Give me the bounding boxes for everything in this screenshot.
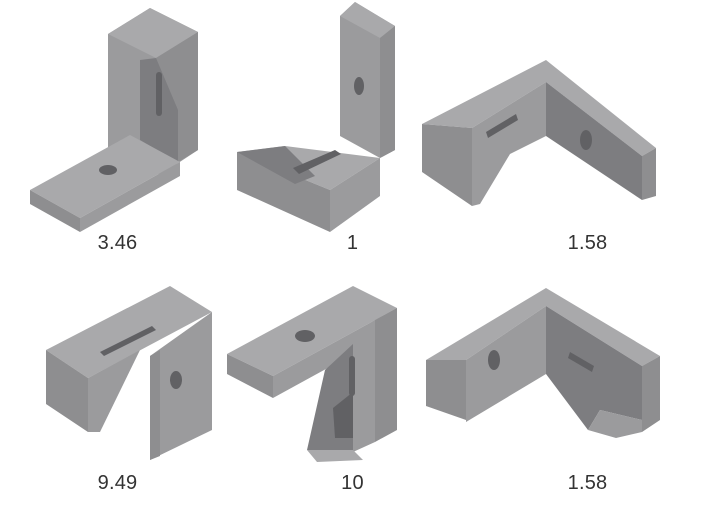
grid-item-5: 10 xyxy=(227,260,470,520)
score-label: 1.58 xyxy=(567,232,608,254)
bracket-gusset-pocket-icon xyxy=(227,286,397,462)
score-label: 10 xyxy=(341,472,364,494)
bracket-slotted-top-gusset-icon xyxy=(46,286,212,460)
l-bracket-slotted-upright-icon xyxy=(30,8,198,232)
angle-bracket-slot-left-icon xyxy=(422,60,656,206)
grid-item-3: 1.58 xyxy=(422,0,705,260)
score-label: 9.49 xyxy=(97,472,138,494)
l-bracket-tall-back-slotted-base-icon xyxy=(237,2,395,232)
grid-item-6: 1.58 xyxy=(426,260,705,520)
grid-item-4: 9.49 xyxy=(0,260,235,520)
score-label: 3.46 xyxy=(97,232,138,254)
score-label: 1.58 xyxy=(567,472,608,494)
grid-item-1: 3.46 xyxy=(0,0,235,260)
score-label: 1 xyxy=(346,232,359,254)
grid-item-2: 1 xyxy=(235,0,470,260)
angle-bracket-slot-right-icon xyxy=(426,288,660,438)
